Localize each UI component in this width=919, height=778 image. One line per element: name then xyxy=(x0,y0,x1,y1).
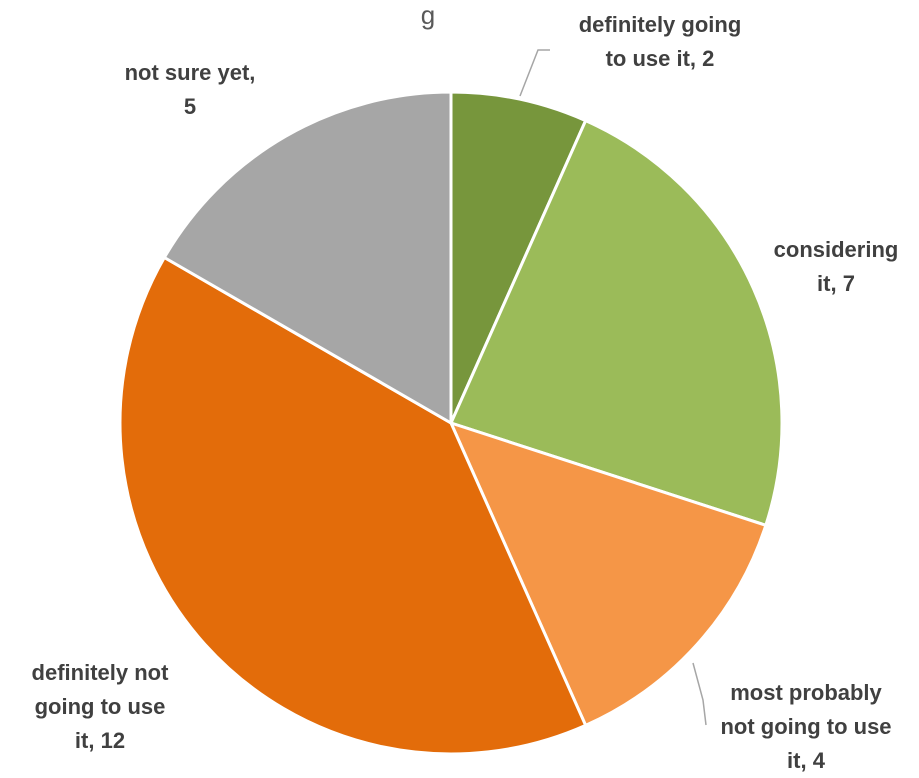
leader-lines xyxy=(519,49,707,726)
pie-slice-definitely-going-to-use-it xyxy=(449,90,588,425)
data-label-line: it, 7 xyxy=(817,271,855,296)
data-label-line: definitely not xyxy=(32,660,170,685)
pie-slice-most-probably-not-going-to-use-it xyxy=(449,421,768,727)
data-label: considering it, 7 xyxy=(774,237,899,296)
data-labels: definitely going to use it, 2 considering i… xyxy=(32,12,899,773)
pie-slice-considering-it xyxy=(449,119,784,527)
leader-line xyxy=(692,662,707,726)
data-label: not sure yet, 5 xyxy=(125,60,256,119)
data-label-line: definitely going xyxy=(579,12,742,37)
data-label-line: it, 12 xyxy=(75,728,125,753)
data-label: most probably not going to use it, 4 xyxy=(720,680,891,773)
data-label: definitely not going to use it, 12 xyxy=(32,660,170,753)
data-label-line: to use it, 2 xyxy=(606,46,715,71)
data-label-line: considering xyxy=(774,237,899,262)
data-label-line: going to use xyxy=(35,694,166,719)
pie-slice-not-sure-yet xyxy=(162,90,453,425)
pie-slice-definitely-not-going-to-use-it xyxy=(118,256,588,756)
pie-slices xyxy=(118,90,784,756)
data-label: definitely going to use it, 2 xyxy=(579,12,742,71)
chart-title-fragment: g xyxy=(421,0,435,30)
leader-line xyxy=(519,49,550,97)
data-label-line: not sure yet, xyxy=(125,60,256,85)
data-label-line: 5 xyxy=(184,94,196,119)
data-label-line: it, 4 xyxy=(787,748,826,773)
data-label-line: not going to use xyxy=(720,714,891,739)
data-label-line: most probably xyxy=(730,680,882,705)
